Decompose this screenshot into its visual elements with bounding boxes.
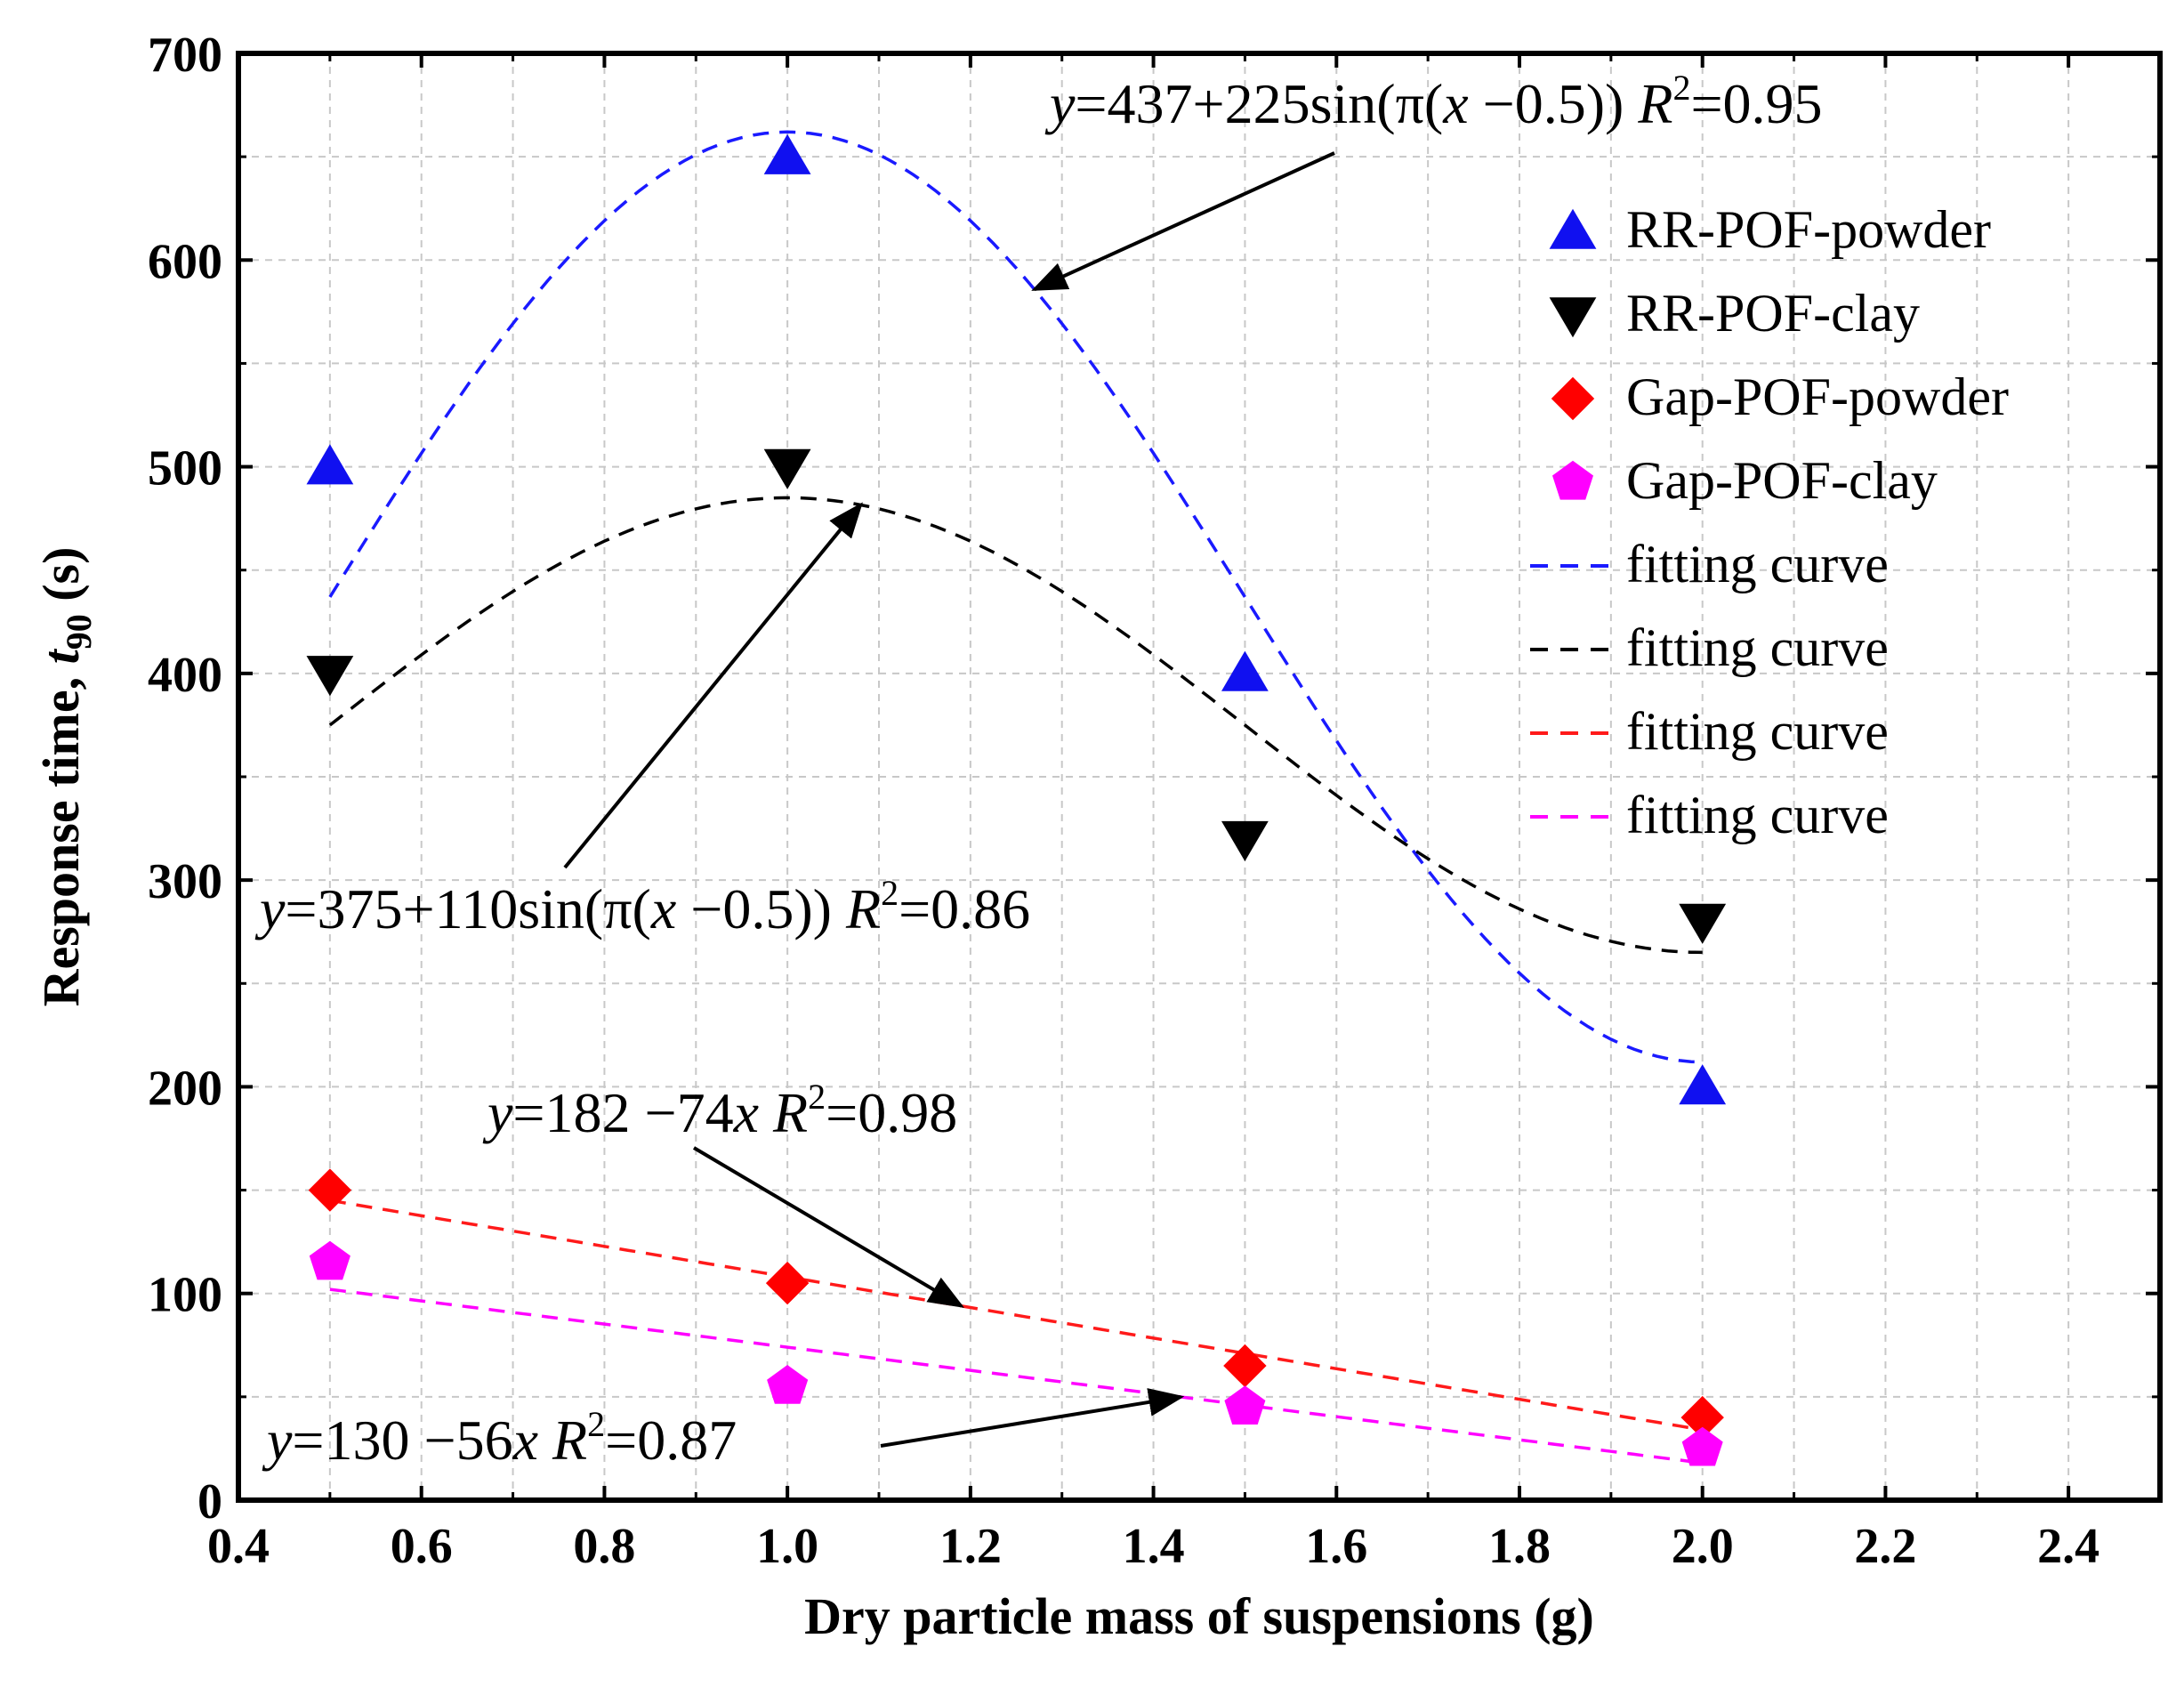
equation-part: R [552,1409,587,1472]
equation-part: x [650,877,676,940]
x-tick-label: 0.8 [573,1519,635,1574]
x-tick-label: 2.4 [2037,1519,2099,1574]
arrow-blue [1031,151,1335,292]
x-tick-label: 1.6 [1305,1519,1367,1574]
y-tick-label: 100 [148,1268,222,1323]
equation-part: =437+225sin(π( [1075,72,1443,135]
equation-part: =182 −74 [512,1081,733,1144]
legend-label: RR-POF-powder [1626,200,1991,259]
data-point-rr-pof-clay [306,656,354,697]
legend-marker-gap-pof-powder [1551,376,1595,421]
equation-part: R [772,1081,808,1144]
legend-label: fitting curve [1626,618,1889,677]
legend-label: Gap-POF-powder [1626,367,2009,426]
data-point-gap-pof-clay [767,1365,809,1404]
equation-part: =0.87 [605,1409,737,1472]
data-point-rr-pof-clay [1679,903,1727,944]
y-tick-label: 300 [148,854,222,909]
equation-part: −0.5)) [1469,72,1639,135]
y-tick-label: 600 [148,234,222,289]
legend-label: Gap-POF-clay [1626,451,1938,510]
y-axis-title: Response time, t90 (s) [32,547,99,1007]
equation-blue: y=437+225sin(π(x −0.5)) R2=0.95 [1044,68,1823,135]
data-point-rr-pof-powder [306,444,354,485]
legend-label: fitting curve [1626,786,1889,844]
legend-marker-rr-pof-clay [1549,297,1597,338]
equation-part [759,1081,773,1144]
equation-magenta: y=130 −56x R2=0.87 [262,1404,737,1472]
data-point-rr-pof-powder [763,133,811,174]
arrow-red [692,1146,965,1308]
data-markers [306,133,1727,1466]
y-tick-label: 700 [148,28,222,83]
equation-part [538,1409,552,1472]
y-tick-label: 400 [148,648,222,703]
x-tick-label: 2.2 [1854,1519,1916,1574]
legend-marker-gap-pof-clay [1552,460,1593,500]
equation-part: y [254,877,286,940]
y-tick-label: 200 [148,1061,222,1116]
equation-part: =130 −56 [292,1409,512,1472]
x-tick-label: 0.4 [207,1519,270,1574]
data-point-gap-pof-powder [308,1168,352,1212]
legend: RR-POF-powder RR-POF-clay Gap-POF-powder Ga… [1530,200,2009,844]
y-tick-label: 500 [148,441,222,496]
x-tick-label: 1.2 [939,1519,1002,1574]
equation-part: x [733,1081,759,1144]
equation-part: R [845,877,881,940]
axis-ticks: 0.4 0.6 0.8 1.0 1.2 1.4 1.6 1.8 2.0 2.2 2.4 0 100 200… [148,28,2160,1574]
data-point-rr-pof-powder [1221,650,1269,691]
data-point-rr-pof-clay [1221,820,1269,861]
equation-black: y=375+110sin(π(x −0.5)) R2=0.86 [254,873,1030,940]
y-tick-label: 0 [197,1474,222,1530]
data-point-gap-pof-clay [1681,1426,1723,1466]
equation-annotations: y=437+225sin(π(x −0.5)) R2=0.95y=375+110… [254,68,1823,1472]
data-point-rr-pof-powder [1679,1064,1727,1105]
fit-curve-1 [328,496,1703,955]
equation-part: 2 [587,1404,605,1444]
data-point-gap-pof-powder [1223,1344,1267,1388]
data-point-gap-pof-clay [309,1240,351,1280]
equation-part: x [1442,72,1468,135]
x-tick-label: 2.0 [1672,1519,1734,1574]
equation-part: 2 [1672,68,1690,108]
equation-part: x [512,1409,538,1472]
legend-label: fitting curve [1626,702,1889,761]
x-tick-label: 0.6 [391,1519,453,1574]
equation-part: −0.5)) [676,877,846,940]
equation-red: y=182 −74x R2=0.98 [482,1077,957,1144]
equation-part: =375+110sin(π( [285,877,650,940]
x-axis-title: Dry particle mass of suspensions (g) [804,1587,1594,1645]
arrow-black [563,502,863,869]
equation-part: R [1637,72,1672,135]
fit-curves [328,130,1703,1465]
x-tick-label: 1.0 [756,1519,818,1574]
equation-part: 2 [808,1077,826,1117]
equation-part: y [262,1409,293,1472]
equation-part: =0.95 [1690,72,1822,135]
arrow-magenta [880,1388,1185,1448]
grid [238,53,2160,1500]
fit-curve-3 [329,1287,1703,1465]
data-point-rr-pof-clay [763,448,811,489]
equation-part: 2 [881,873,899,913]
legend-label: fitting curve [1626,535,1889,593]
fit-curve-2 [329,1199,1703,1432]
data-point-gap-pof-powder [765,1261,810,1305]
x-tick-label: 1.4 [1123,1519,1185,1574]
data-point-gap-pof-clay [1224,1385,1266,1425]
equation-part: y [1044,72,1076,135]
fit-curve-0 [328,130,1703,1064]
equation-part: =0.98 [826,1081,957,1144]
equation-part: y [482,1081,513,1144]
legend-label: RR-POF-clay [1626,284,1920,343]
data-point-gap-pof-powder [1680,1395,1724,1440]
legend-marker-rr-pof-powder [1549,208,1597,249]
equation-part: =0.86 [899,877,1030,940]
x-tick-label: 1.8 [1488,1519,1551,1574]
